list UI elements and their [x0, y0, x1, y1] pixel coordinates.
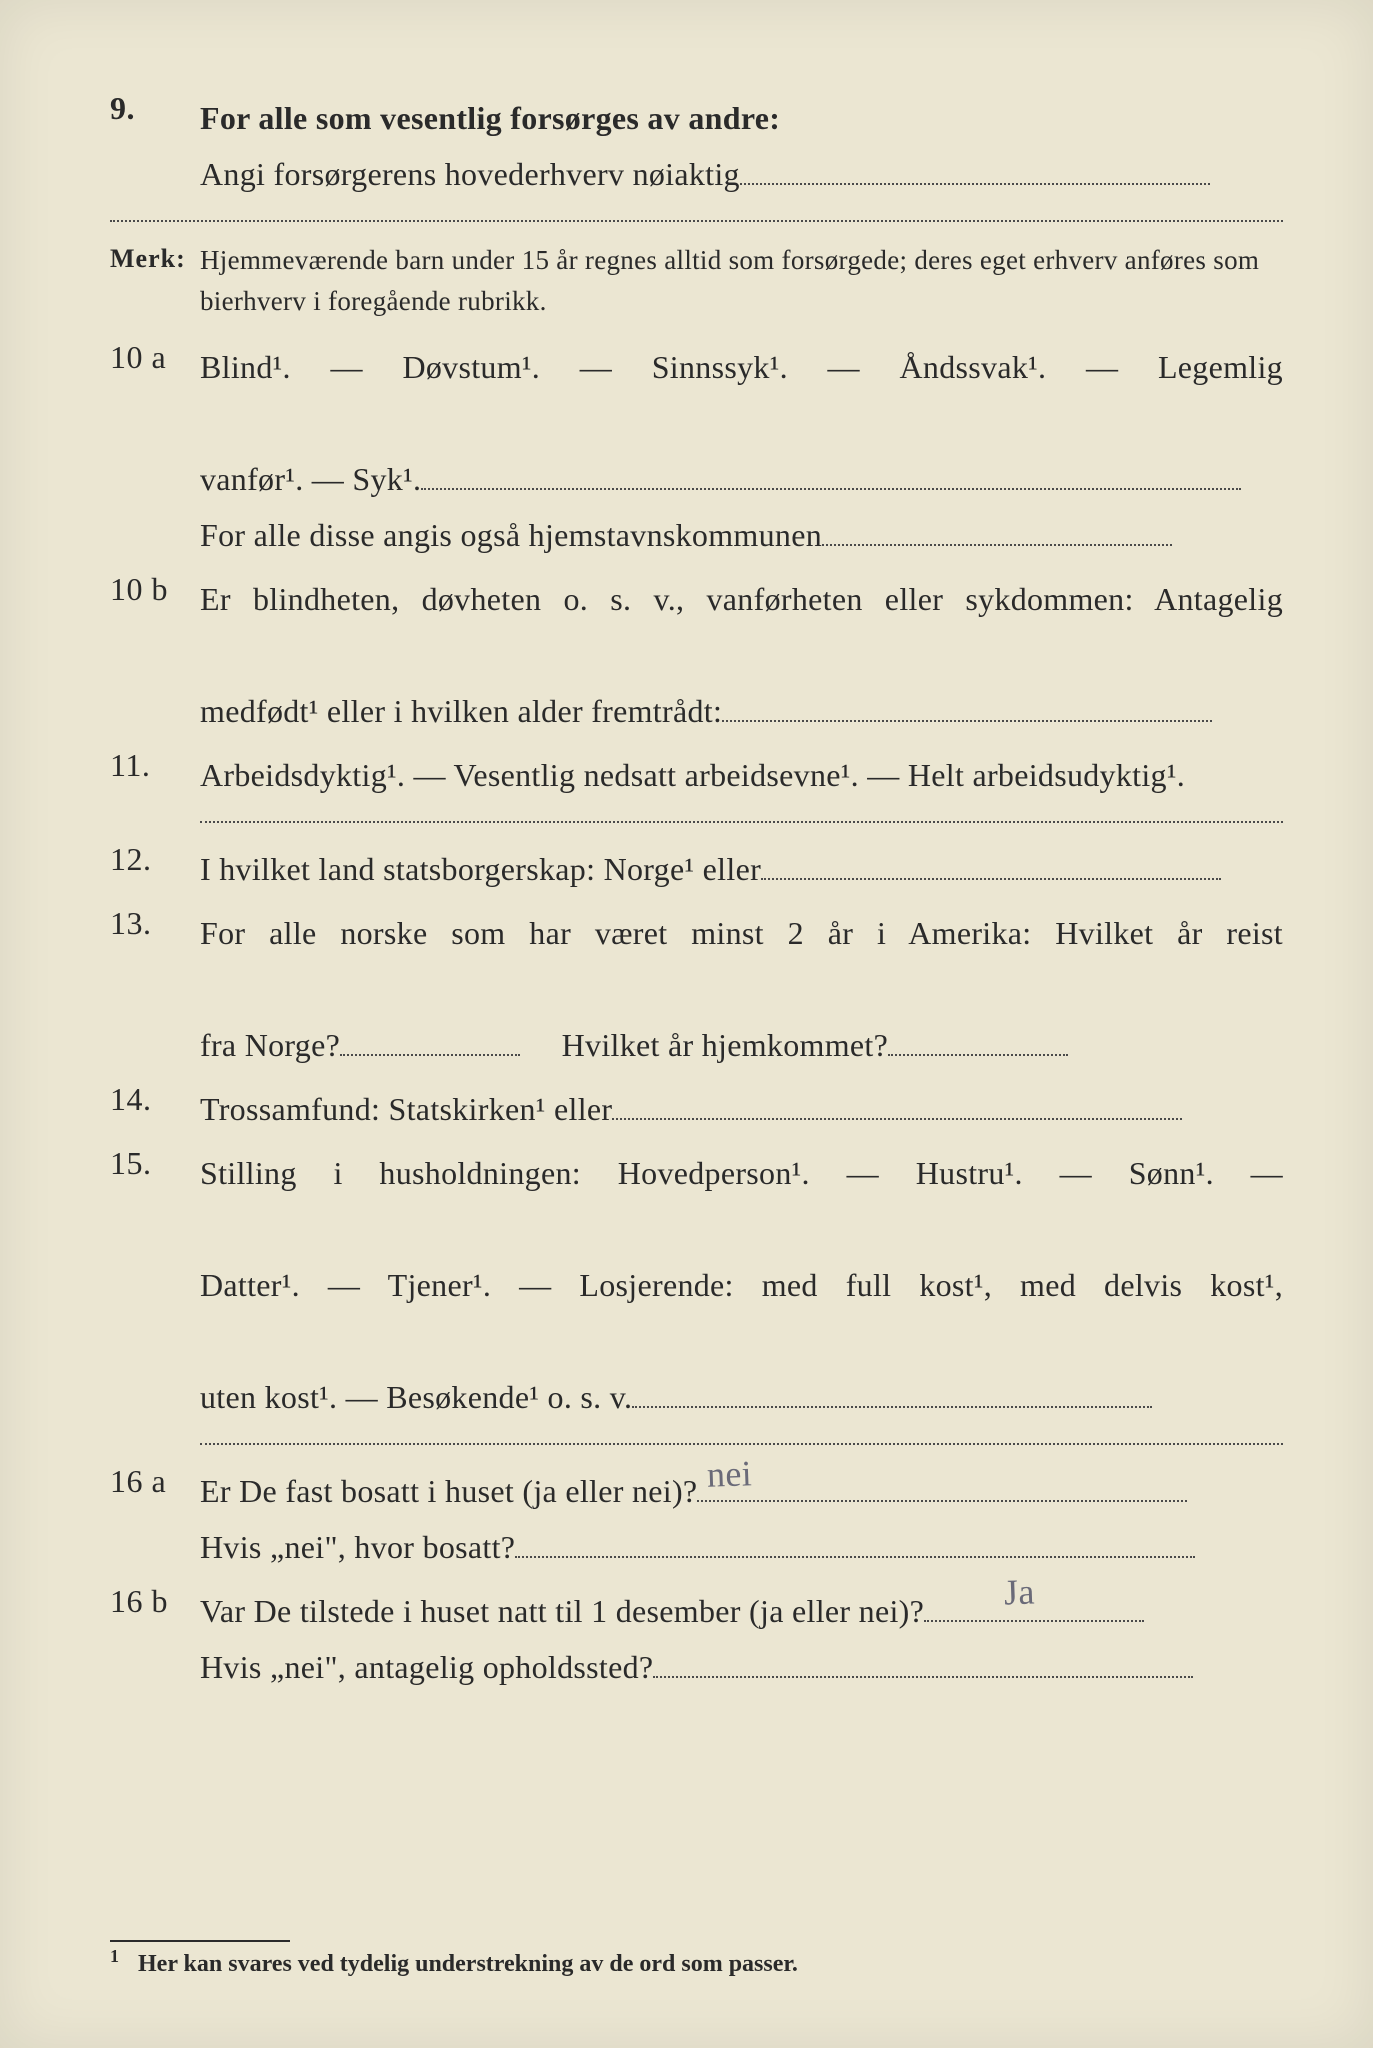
- fill-line: [653, 1647, 1193, 1678]
- q10a-options-line1: Blind¹. — Døvstum¹. — Sinnssyk¹. — Åndss…: [200, 339, 1283, 451]
- q15-line2: Datter¹. — Tjener¹. — Losjerende: med fu…: [200, 1257, 1283, 1369]
- question-13: 13. For alle norske som har været minst …: [110, 905, 1283, 1073]
- q16b-answer: Ja: [1003, 1561, 1036, 1625]
- fill-line: [340, 1025, 520, 1056]
- q13-number: 13.: [110, 905, 200, 942]
- q16b-body: Var De tilstede i huset natt til 1 desem…: [200, 1583, 1283, 1695]
- q9-body: For alle som vesentlig forsørges av andr…: [200, 90, 1283, 202]
- fill-line: [888, 1025, 1068, 1056]
- q10a-sub: For alle disse angis også hjemstavnskomm…: [200, 517, 822, 553]
- footnote-rule: [110, 1940, 290, 1942]
- question-16a: 16 a Er De fast bosatt i huset (ja eller…: [110, 1463, 1283, 1575]
- question-11: 11. Arbeidsdyktig¹. — Vesentlig nedsatt …: [110, 747, 1283, 803]
- q15-body: Stilling i husholdningen: Hovedperson¹. …: [200, 1145, 1283, 1425]
- q16a-answer: nei: [706, 1442, 753, 1507]
- question-15: 15. Stilling i husholdningen: Hovedperso…: [110, 1145, 1283, 1425]
- q12-number: 12.: [110, 841, 200, 878]
- q16a-body: Er De fast bosatt i huset (ja eller nei)…: [200, 1463, 1283, 1575]
- q11-number: 11.: [110, 747, 200, 784]
- merk-label: Merk:: [110, 240, 200, 274]
- q13-line2a: fra Norge?: [200, 1027, 340, 1063]
- q10b-line1: Er blindheten, døvheten o. s. v., vanfør…: [200, 571, 1283, 683]
- question-16b: 16 b Var De tilstede i huset natt til 1 …: [110, 1583, 1283, 1695]
- q16a-question: Er De fast bosatt i huset (ja eller nei)…: [200, 1473, 697, 1509]
- merk-text: Hjemmeværende barn under 15 år regnes al…: [200, 240, 1283, 321]
- q16a-number: 16 a: [110, 1463, 200, 1500]
- q10a-options-line2: vanfør¹. — Syk¹.: [200, 461, 421, 497]
- question-10b: 10 b Er blindheten, døvheten o. s. v., v…: [110, 571, 1283, 739]
- q14-number: 14.: [110, 1081, 200, 1118]
- merk-note: Merk: Hjemmeværende barn under 15 år reg…: [110, 240, 1283, 321]
- footnote-text: Her kan svares ved tydelig understreknin…: [138, 1951, 798, 1977]
- q9-title: For alle som vesentlig forsørges av andr…: [200, 100, 780, 136]
- fill-line: [822, 515, 1172, 546]
- q16b-question: Var De tilstede i huset natt til 1 desem…: [200, 1593, 924, 1629]
- q13-line2b: Hvilket år hjemkommet?: [562, 1027, 889, 1063]
- question-9: 9. For alle som vesentlig forsørges av a…: [110, 90, 1283, 202]
- question-10a: 10 a Blind¹. — Døvstum¹. — Sinnssyk¹. — …: [110, 339, 1283, 563]
- q10b-line2: medfødt¹ eller i hvilken alder fremtrådt…: [200, 693, 722, 729]
- q16a-sub: Hvis „nei", hvor bosatt?: [200, 1529, 515, 1565]
- q16b-number: 16 b: [110, 1583, 200, 1620]
- fill-line: [632, 1377, 1152, 1408]
- fill-line: [761, 849, 1221, 880]
- q12-text: I hvilket land statsborgerskap: Norge¹ e…: [200, 851, 761, 887]
- q12-body: I hvilket land statsborgerskap: Norge¹ e…: [200, 841, 1283, 897]
- q11-text: Arbeidsdyktig¹. — Vesentlig nedsatt arbe…: [200, 757, 1185, 793]
- q14-body: Trossamfund: Statskirken¹ eller: [200, 1081, 1283, 1137]
- q10a-body: Blind¹. — Døvstum¹. — Sinnssyk¹. — Åndss…: [200, 339, 1283, 563]
- q14-text: Trossamfund: Statskirken¹ eller: [200, 1091, 612, 1127]
- q13-line1: For alle norske som har været minst 2 år…: [200, 905, 1283, 1017]
- fill-line: [421, 459, 1241, 490]
- footnote-num: 1: [110, 1946, 120, 1966]
- q16b-sub: Hvis „nei", antagelig opholdssted?: [200, 1649, 653, 1685]
- fill-line: [612, 1089, 1182, 1120]
- q10b-body: Er blindheten, døvheten o. s. v., vanfør…: [200, 571, 1283, 739]
- fill-line: nei: [697, 1471, 1187, 1502]
- q9-line: Angi forsørgerens hovederhverv nøiaktig: [200, 156, 740, 192]
- divider: [200, 821, 1283, 823]
- fill-line: Ja: [924, 1591, 1144, 1622]
- fill-line: [740, 154, 1210, 185]
- footnote: 1 Her kan svares ved tydelig understrekn…: [110, 1946, 1283, 1978]
- q9-number: 9.: [110, 90, 200, 127]
- q13-body: For alle norske som har været minst 2 år…: [200, 905, 1283, 1073]
- q15-line3: uten kost¹. — Besøkende¹ o. s. v.: [200, 1379, 632, 1415]
- footnote-block: 1 Her kan svares ved tydelig understrekn…: [110, 1940, 1283, 1978]
- q15-line1: Stilling i husholdningen: Hovedperson¹. …: [200, 1145, 1283, 1257]
- q15-number: 15.: [110, 1145, 200, 1182]
- fill-line: [515, 1527, 1195, 1558]
- fill-line: [722, 691, 1212, 722]
- census-form-page: 9. For alle som vesentlig forsørges av a…: [0, 0, 1373, 2048]
- q10a-number: 10 a: [110, 339, 200, 376]
- q10b-number: 10 b: [110, 571, 200, 608]
- question-14: 14. Trossamfund: Statskirken¹ eller: [110, 1081, 1283, 1137]
- question-12: 12. I hvilket land statsborgerskap: Norg…: [110, 841, 1283, 897]
- q11-body: Arbeidsdyktig¹. — Vesentlig nedsatt arbe…: [200, 747, 1283, 803]
- divider: [110, 220, 1283, 222]
